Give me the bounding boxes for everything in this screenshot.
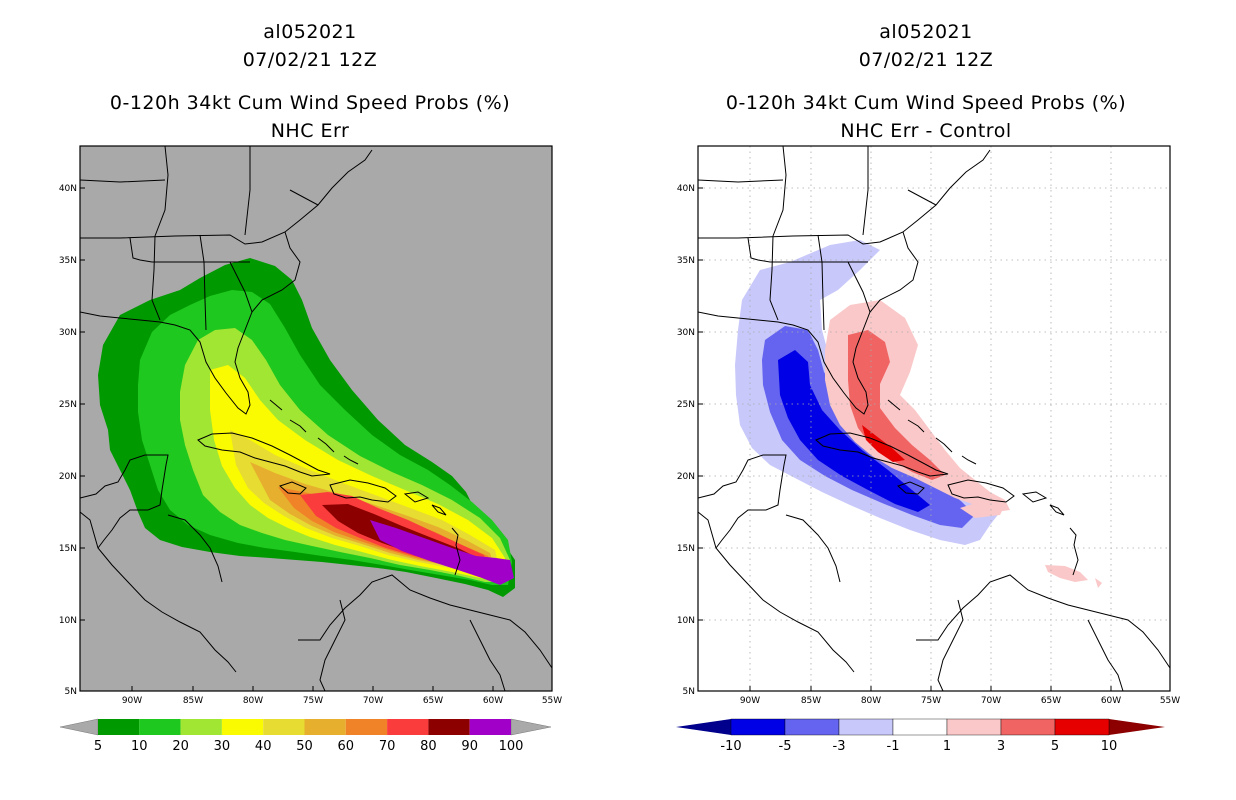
lon-tick-label: 90W: [740, 696, 760, 706]
left-datetime: 07/02/21 12Z: [242, 49, 378, 71]
left-product-title: 0-120h 34kt Cum Wind Speed Probs (%): [109, 92, 511, 114]
colorbar-label: -10: [720, 739, 741, 754]
colorbar-swatch: [838, 718, 894, 736]
colorbar-high-arrow: [510, 718, 552, 736]
lat-tick-label: 40N: [59, 184, 77, 194]
left-colorbar: 5 10 20 30 40 50 60 70 80 90 100: [59, 718, 552, 754]
lat-tick-label: 35N: [677, 256, 695, 266]
right-map: 90W 85W 80W 75W 70W 65W 60W 55W 5N 10N 15N 20N 25N 30…: [677, 145, 1180, 706]
colorbar-swatch: [98, 719, 140, 735]
colorbar-label: -1: [887, 739, 900, 754]
colorbar-label: 50: [296, 739, 313, 754]
left-map-frame: [79, 145, 553, 692]
right-product-title: 0-120h 34kt Cum Wind Speed Probs (%): [725, 92, 1127, 114]
colorbar-swatch: [139, 719, 181, 735]
lat-tick-label: 30N: [59, 328, 77, 338]
lat-tick-label: 40N: [677, 184, 695, 194]
colorbar-label: 1: [943, 739, 951, 754]
right-datetime: 07/02/21 12Z: [858, 49, 994, 71]
lon-tick-label: 85W: [183, 696, 203, 706]
lon-tick-label: 60W: [1101, 696, 1121, 706]
right-colorbar: -10 -5 -3 -1 1 3 5 10: [676, 718, 1165, 754]
colorbar-swatch: [784, 718, 840, 736]
colorbar-swatch: [180, 719, 222, 735]
lon-tick-label: 75W: [921, 696, 941, 706]
lon-tick-label: 80W: [243, 696, 263, 706]
lat-tick-label: 15N: [59, 544, 77, 554]
lon-tick-label: 60W: [483, 696, 503, 706]
colorbar-low-arrow: [676, 719, 731, 735]
colorbar-swatch: [892, 718, 948, 736]
lat-tick-label: 5N: [65, 687, 77, 697]
colorbar-label: -5: [779, 739, 792, 754]
lat-tick-label: 5N: [683, 687, 695, 697]
left-subtitle: NHC Err: [270, 120, 350, 142]
lat-tick-label: 20N: [59, 472, 77, 482]
colorbar-label: 30: [214, 739, 231, 754]
colorbar-swatch: [263, 719, 305, 735]
lon-tick-label: 90W: [122, 696, 142, 706]
colorbar-swatch: [1000, 718, 1056, 736]
colorbar-label: 5: [1051, 739, 1059, 754]
right-subtitle: NHC Err - Control: [840, 120, 1012, 142]
colorbar-label: 90: [461, 739, 478, 754]
colorbar-label: 5: [94, 739, 102, 754]
colorbar-label: 20: [172, 739, 189, 754]
lat-tick-label: 10N: [677, 616, 695, 626]
colorbar-swatch: [345, 719, 388, 735]
lat-tick-label: 25N: [59, 400, 77, 410]
colorbar-swatch: [428, 719, 470, 735]
lat-tick-label: 20N: [677, 472, 695, 482]
colorbar-label: 40: [255, 739, 272, 754]
colorbar-label: 70: [379, 739, 396, 754]
colorbar-swatch: [1054, 718, 1110, 736]
lat-tick-label: 25N: [677, 400, 695, 410]
colorbar-label: 60: [338, 739, 355, 754]
right-map-frame: [697, 145, 1171, 692]
lon-tick-label: 55W: [1160, 696, 1180, 706]
lat-tick-label: 15N: [677, 544, 695, 554]
lon-tick-label: 65W: [1041, 696, 1061, 706]
colorbar-high-arrow: [1109, 719, 1165, 735]
lat-tick-label: 35N: [59, 256, 77, 266]
colorbar-swatch: [387, 719, 429, 735]
colorbar-label: -3: [833, 739, 846, 754]
colorbar-swatch: [946, 718, 1002, 736]
colorbar-label: 80: [420, 739, 437, 754]
lon-tick-label: 80W: [861, 696, 881, 706]
colorbar-low-arrow: [59, 718, 99, 736]
colorbar-label: 3: [997, 739, 1005, 754]
lon-tick-label: 70W: [981, 696, 1001, 706]
colorbar-swatch: [730, 718, 786, 736]
left-axis-ticks: 90W 85W 80W 75W 70W 65W 60W 55W 5N 10N 15N 20N 25N 30…: [59, 184, 562, 706]
left-map: 90W 85W 80W 75W 70W 65W 60W 55W 5N 10N 15N 20N 25N 30…: [59, 145, 562, 706]
lon-tick-label: 85W: [801, 696, 821, 706]
left-storm-id: al052021: [263, 21, 357, 43]
colorbar-swatch: [304, 719, 346, 735]
right-storm-id: al052021: [879, 21, 973, 43]
colorbar-label: 10: [1101, 739, 1118, 754]
colorbar-label: 10: [131, 739, 148, 754]
colorbar-swatch: [221, 719, 264, 735]
colorbar-swatch: [469, 719, 511, 735]
right-axis-ticks: 90W 85W 80W 75W 70W 65W 60W 55W 5N 10N 15N 20N 25N 30…: [677, 184, 1180, 706]
lon-tick-label: 75W: [303, 696, 323, 706]
lat-tick-label: 30N: [677, 328, 695, 338]
lat-tick-label: 10N: [59, 616, 77, 626]
colorbar-label: 100: [499, 739, 524, 754]
lon-tick-label: 55W: [542, 696, 562, 706]
lon-tick-label: 70W: [363, 696, 383, 706]
lon-tick-label: 65W: [423, 696, 443, 706]
